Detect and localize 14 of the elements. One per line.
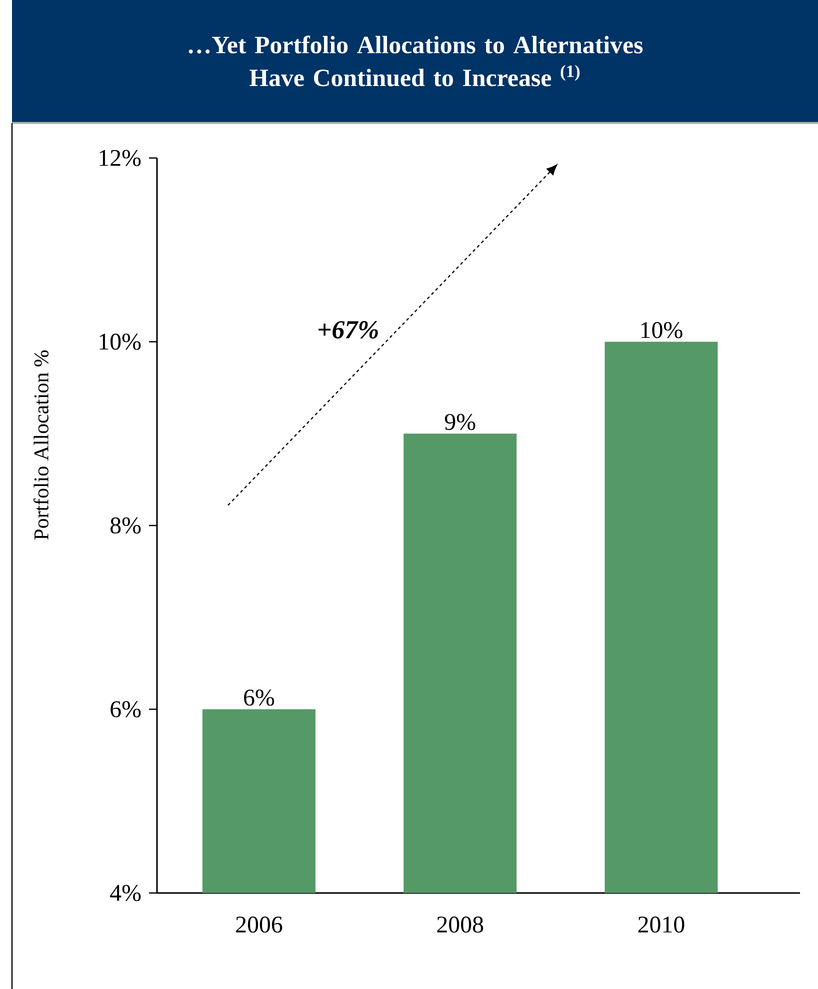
- x-tick-label: 2006: [236, 916, 282, 933]
- data-label: 10%: [641, 322, 682, 338]
- annotation: +67%: [318, 321, 378, 339]
- y-tick-label: 6%: [110, 701, 141, 718]
- y-tick-label: 10%: [100, 334, 141, 350]
- y-tick-label: 4%: [110, 884, 141, 902]
- data-label: 6%: [244, 690, 274, 706]
- x-tick-label: 2010: [638, 916, 684, 933]
- y-tick-label: 8%: [110, 517, 141, 534]
- y-tick-label: 12%: [100, 150, 141, 166]
- y-axis-title: Portfolio Allocation %: [33, 350, 49, 540]
- chart-title: …Yet Portfolio Allocations to Alternatives Have Continued to Increase $^{(1)}$: [188, 36, 643, 86]
- data-label: 9%: [444, 414, 476, 430]
- x-tick-label: 2008: [437, 916, 484, 933]
